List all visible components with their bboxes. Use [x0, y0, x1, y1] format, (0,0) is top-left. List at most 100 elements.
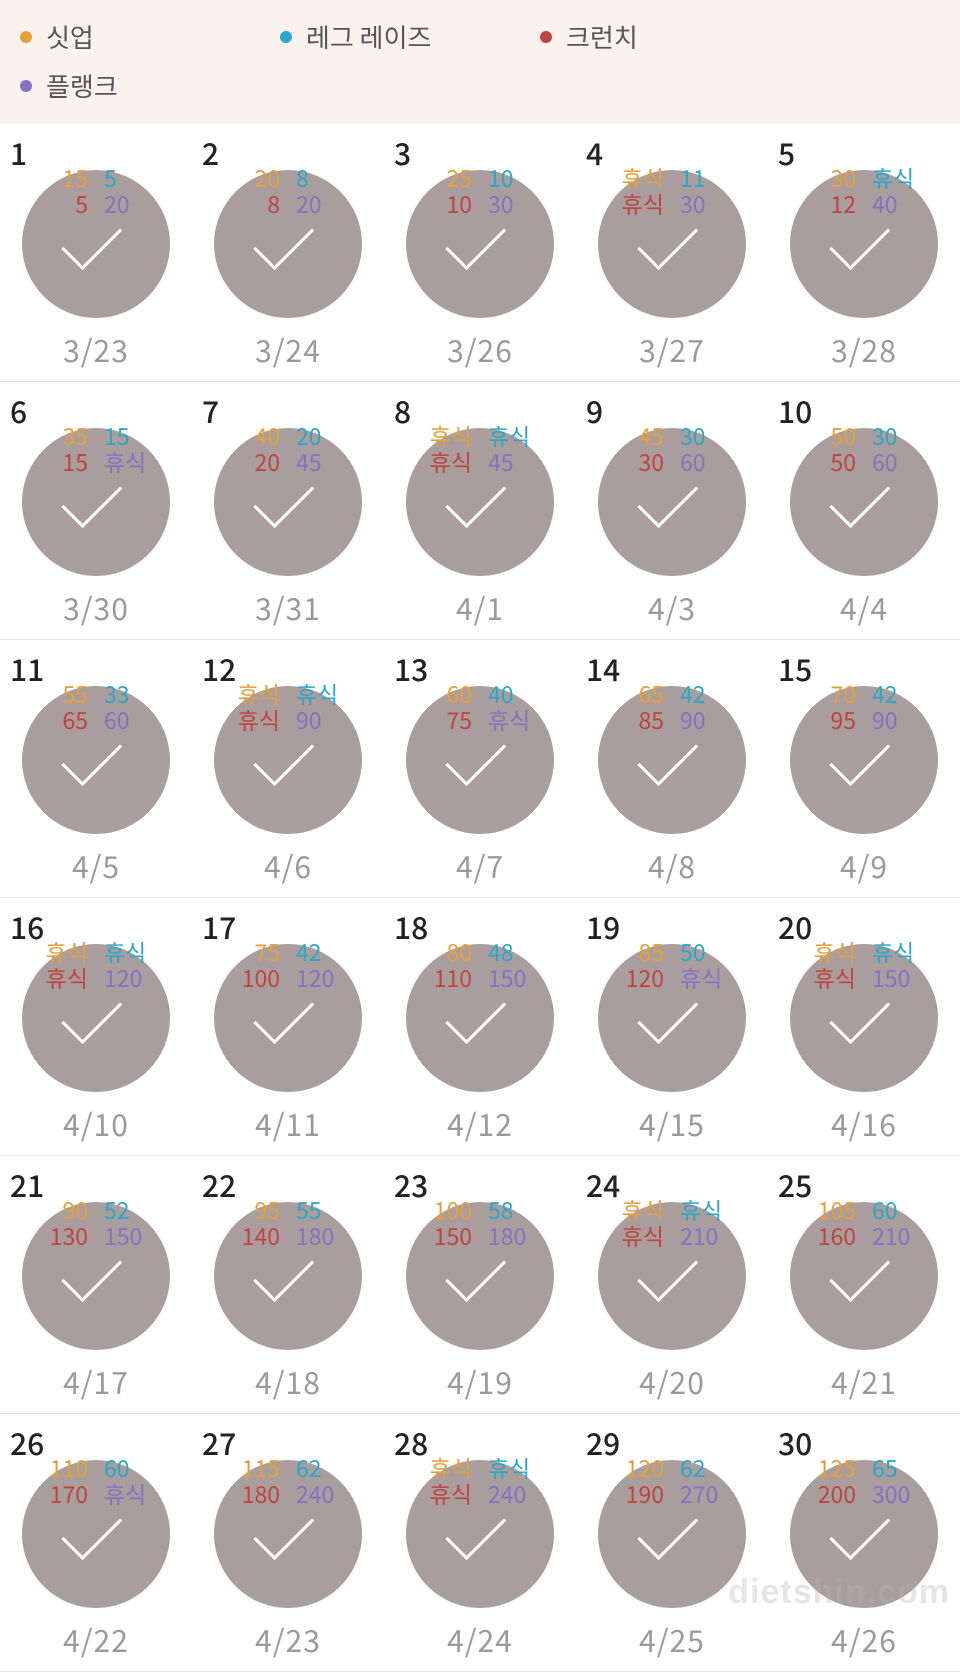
crunch-dot-icon [540, 31, 552, 43]
check-icon [253, 1241, 314, 1302]
day-circle[interactable] [214, 1460, 362, 1608]
legend-label: 플랭크 [46, 67, 118, 104]
day-number: 17 [202, 904, 236, 948]
day-number: 28 [394, 1420, 428, 1464]
day-cell[interactable]: 2611060170휴식4/22 [0, 1414, 192, 1672]
legend-item-legraise: 레그 레이즈 [280, 12, 540, 61]
day-circle[interactable] [598, 944, 746, 1092]
day-cell[interactable]: 4휴식11휴식303/27 [576, 124, 768, 382]
day-number: 18 [394, 904, 428, 948]
day-cell[interactable]: 9453030604/3 [576, 382, 768, 640]
day-circle[interactable] [214, 170, 362, 318]
day-cell[interactable]: 22088203/24 [192, 124, 384, 382]
day-circle[interactable] [790, 170, 938, 318]
check-icon [445, 983, 506, 1044]
day-circle[interactable] [22, 1460, 170, 1608]
legend: 싯업레그 레이즈크런치플랭크 [0, 0, 960, 124]
day-cell[interactable]: 1880481101504/12 [384, 898, 576, 1156]
day-cell[interactable]: 10503050604/4 [768, 382, 960, 640]
day-circle[interactable] [22, 944, 170, 1092]
day-circle[interactable] [22, 428, 170, 576]
day-circle[interactable] [214, 944, 362, 1092]
day-cell[interactable]: 2295551401804/18 [192, 1156, 384, 1414]
day-circle[interactable] [598, 1202, 746, 1350]
day-number: 2 [202, 130, 219, 174]
day-date: 4/11 [192, 1101, 384, 1145]
check-icon [61, 983, 122, 1044]
day-circle[interactable] [214, 1202, 362, 1350]
day-cell[interactable]: 23100581501804/19 [384, 1156, 576, 1414]
day-circle[interactable] [22, 1202, 170, 1350]
day-cell[interactable]: 530휴식12403/28 [768, 124, 960, 382]
check-icon [253, 467, 314, 528]
check-icon [61, 725, 122, 786]
day-circle[interactable] [406, 428, 554, 576]
day-circle[interactable] [598, 170, 746, 318]
calendar-grid: 11555203/2322088203/243251010303/264휴식11… [0, 124, 960, 1672]
day-cell[interactable]: 8휴식휴식휴식454/1 [384, 382, 576, 640]
check-icon [637, 983, 698, 1044]
day-circle[interactable] [790, 1202, 938, 1350]
day-circle[interactable] [406, 170, 554, 318]
day-number: 9 [586, 388, 603, 432]
day-date: 4/1 [384, 585, 576, 629]
day-circle[interactable] [214, 428, 362, 576]
day-date: 3/31 [192, 585, 384, 629]
day-cell[interactable]: 3251010303/26 [384, 124, 576, 382]
day-date: 4/17 [0, 1359, 192, 1403]
check-icon [829, 467, 890, 528]
day-cell[interactable]: 28휴식휴식휴식2404/24 [384, 1414, 576, 1672]
check-icon [829, 209, 890, 270]
day-cell[interactable]: 7402020453/31 [192, 382, 384, 640]
day-date: 4/21 [768, 1359, 960, 1403]
day-cell[interactable]: 1775421001204/11 [192, 898, 384, 1156]
day-circle[interactable] [406, 1202, 554, 1350]
day-circle[interactable] [406, 686, 554, 834]
day-number: 12 [202, 646, 236, 690]
day-number: 10 [778, 388, 812, 432]
day-cell[interactable]: 13604075휴식4/7 [384, 640, 576, 898]
day-cell[interactable]: 24휴식휴식휴식2104/20 [576, 1156, 768, 1414]
check-icon [637, 467, 698, 528]
day-cell[interactable]: 27115621802404/23 [192, 1414, 384, 1672]
day-cell[interactable]: 6351515휴식3/30 [0, 382, 192, 640]
check-icon [637, 725, 698, 786]
day-circle[interactable] [790, 686, 938, 834]
day-circle[interactable] [790, 1460, 938, 1608]
day-circle[interactable] [598, 428, 746, 576]
day-date: 3/24 [192, 327, 384, 371]
day-number: 27 [202, 1420, 236, 1464]
day-cell[interactable]: 14654285904/8 [576, 640, 768, 898]
day-circle[interactable] [22, 686, 170, 834]
day-cell[interactable]: 11555203/23 [0, 124, 192, 382]
day-circle[interactable] [598, 1460, 746, 1608]
day-circle[interactable] [598, 686, 746, 834]
day-cell[interactable]: 25105601602104/21 [768, 1156, 960, 1414]
day-circle[interactable] [406, 1460, 554, 1608]
day-circle[interactable] [406, 944, 554, 1092]
day-cell[interactable]: 12휴식휴식휴식904/6 [192, 640, 384, 898]
day-number: 4 [586, 130, 603, 174]
day-circle[interactable] [22, 170, 170, 318]
day-date: 3/23 [0, 327, 192, 371]
day-date: 3/26 [384, 327, 576, 371]
day-date: 4/25 [576, 1617, 768, 1661]
day-number: 13 [394, 646, 428, 690]
day-date: 3/30 [0, 585, 192, 629]
day-date: 4/24 [384, 1617, 576, 1661]
day-date: 4/16 [768, 1101, 960, 1145]
day-date: 3/27 [576, 327, 768, 371]
day-cell[interactable]: 2190521301504/17 [0, 1156, 192, 1414]
day-cell[interactable]: 20휴식휴식휴식1504/16 [768, 898, 960, 1156]
day-cell[interactable]: 16휴식휴식휴식1204/10 [0, 898, 192, 1156]
day-cell[interactable]: 11553365604/5 [0, 640, 192, 898]
day-cell[interactable]: 29120621902704/25 [576, 1414, 768, 1672]
day-date: 4/10 [0, 1101, 192, 1145]
day-cell[interactable]: 198550120휴식4/15 [576, 898, 768, 1156]
day-cell[interactable]: 15704295904/9 [768, 640, 960, 898]
legraise-dot-icon [280, 31, 292, 43]
day-circle[interactable] [214, 686, 362, 834]
day-cell[interactable]: 30125652003004/26 [768, 1414, 960, 1672]
day-circle[interactable] [790, 428, 938, 576]
day-circle[interactable] [790, 944, 938, 1092]
